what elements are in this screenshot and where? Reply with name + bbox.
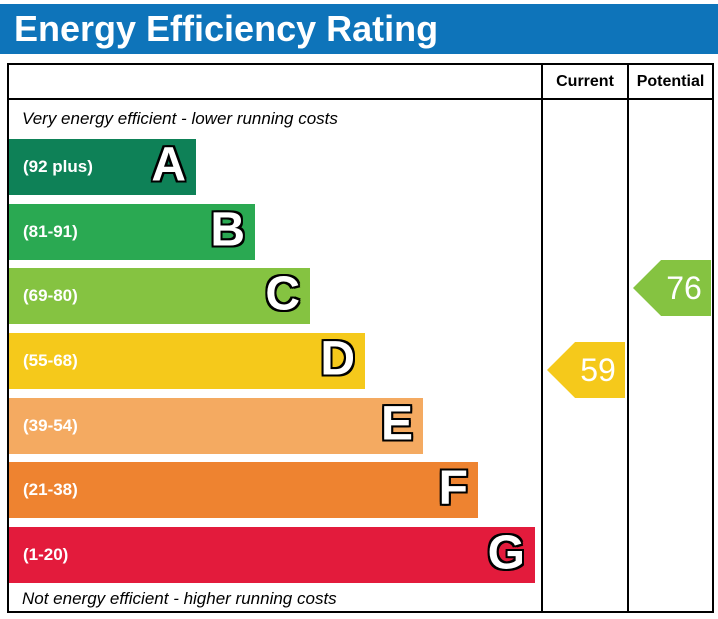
current-rating-value: 59 bbox=[580, 351, 616, 388]
band-range-label: (69-80) bbox=[23, 286, 78, 305]
band-row-g: (1-20) G bbox=[9, 527, 535, 583]
band-letter: A bbox=[150, 138, 187, 192]
band-range-label: (21-38) bbox=[23, 480, 78, 499]
band-letter: D bbox=[319, 332, 356, 386]
band-row-c: (69-80) C bbox=[9, 268, 310, 324]
band-row-d: (55-68) D bbox=[9, 333, 365, 389]
bottom-note: Not energy efficient - higher running co… bbox=[22, 589, 337, 608]
title-bar: Energy Efficiency Rating bbox=[0, 4, 718, 54]
band-range-label: (1-20) bbox=[23, 545, 69, 564]
band-letter: B bbox=[209, 203, 246, 257]
band-range-label: (39-54) bbox=[23, 416, 78, 435]
band-range-label: (55-68) bbox=[23, 351, 78, 370]
band-letter: G bbox=[486, 526, 526, 580]
band-letter: F bbox=[437, 461, 469, 515]
band-range-label: (81-91) bbox=[23, 222, 78, 241]
column-header-potential: Potential bbox=[636, 72, 705, 90]
band-row-a: (92 plus) A bbox=[9, 139, 196, 195]
top-note: Very energy efficient - lower running co… bbox=[22, 109, 338, 128]
header-divider bbox=[9, 98, 712, 100]
band-letter: C bbox=[264, 267, 301, 321]
band-row-b: (81-91) B bbox=[9, 204, 255, 260]
band-letter: E bbox=[380, 397, 415, 451]
column-divider-current bbox=[541, 65, 543, 611]
column-divider-potential bbox=[627, 65, 629, 611]
band-row-e: (39-54) E bbox=[9, 398, 423, 454]
potential-rating-value: 76 bbox=[666, 269, 702, 306]
potential-rating-arrow: 76 bbox=[633, 260, 711, 316]
current-rating-arrow: 59 bbox=[547, 342, 625, 398]
band-row-f: (21-38) F bbox=[9, 462, 478, 518]
page-title: Energy Efficiency Rating bbox=[14, 8, 439, 49]
band-range-label: (92 plus) bbox=[23, 157, 93, 176]
rating-table: Current Potential Very energy efficient … bbox=[7, 63, 714, 613]
column-header-current: Current bbox=[556, 72, 614, 90]
